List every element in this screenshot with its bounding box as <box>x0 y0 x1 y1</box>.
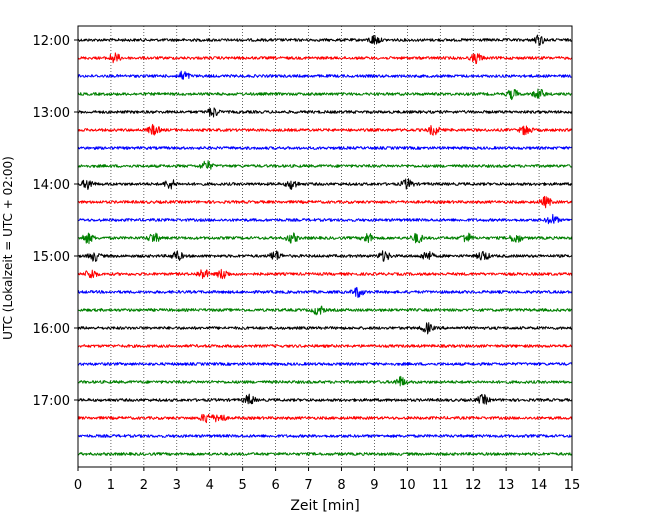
x-tick-label: 11 <box>432 478 449 493</box>
x-axis-label: Zeit [min] <box>290 498 359 514</box>
seismic-trace <box>77 452 573 456</box>
x-tick-label: 14 <box>531 478 548 493</box>
x-tick-label: 5 <box>239 478 247 493</box>
seismic-trace <box>77 195 573 209</box>
seismic-trace <box>77 160 573 170</box>
seismic-trace <box>77 146 573 150</box>
seismic-trace <box>77 213 573 225</box>
seismic-trace <box>77 178 573 190</box>
plot-frame <box>77 25 573 468</box>
seismic-trace <box>77 413 573 424</box>
x-axis-ticks: 0 1 2 3 4 5 6 7 8 9 10 11 12 13 14 15 <box>74 467 580 493</box>
x-tick-label: 7 <box>304 478 312 493</box>
x-tick-label: 15 <box>564 478 581 493</box>
x-tick-label: 2 <box>140 478 148 493</box>
y-tick-label: 14:00 <box>33 178 70 193</box>
seismic-trace <box>77 107 573 118</box>
y-tick-label: 15:00 <box>33 250 70 265</box>
seismic-trace <box>77 123 573 136</box>
seismic-trace <box>77 322 573 335</box>
x-tick-label: 9 <box>370 478 378 493</box>
y-tick-label: 13:00 <box>33 106 70 121</box>
y-tick-label: 12:00 <box>33 34 70 49</box>
seismic-trace <box>77 375 573 387</box>
seismic-trace <box>77 305 573 316</box>
x-tick-label: 10 <box>399 478 416 493</box>
trace-series <box>77 34 573 456</box>
y-tick-label: 17:00 <box>33 394 70 409</box>
x-tick-label: 12 <box>465 478 482 493</box>
seismic-trace <box>77 34 573 47</box>
seismic-trace <box>77 268 573 280</box>
seismic-trace <box>77 362 573 366</box>
x-tick-label: 6 <box>271 478 279 493</box>
x-tick-label: 3 <box>173 478 181 493</box>
x-tick-label: 13 <box>498 478 515 493</box>
x-tick-label: 4 <box>206 478 214 493</box>
seismic-trace <box>77 88 573 101</box>
y-axis-label: UTC (Lokalzeit = UTC + 02:00) <box>1 156 15 340</box>
seismic-trace <box>77 286 573 298</box>
seismic-trace <box>77 344 573 348</box>
seismic-trace <box>77 70 573 80</box>
x-tick-label: 1 <box>107 478 115 493</box>
y-tick-label: 16:00 <box>33 322 70 337</box>
seismic-trace <box>77 250 573 262</box>
x-tick-label: 0 <box>74 478 82 493</box>
seismic-trace <box>77 393 573 405</box>
seismic-trace <box>77 232 573 245</box>
y-axis-ticks: 12:00 13:00 14:00 15:00 16:00 17:00 <box>33 34 78 409</box>
x-tick-label: 8 <box>337 478 345 493</box>
seismic-trace <box>77 434 573 438</box>
seismic-trace <box>77 52 573 65</box>
